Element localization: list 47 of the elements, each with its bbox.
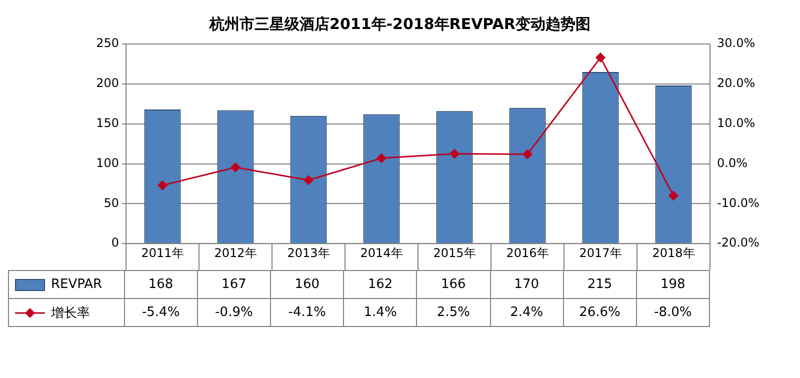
chart-title: 杭州市三星级酒店2011年-2018年REVPAR变动趋势图 [208,14,590,33]
legend-label: 增长率 [51,304,90,322]
y2-tick-label: 20.0% [717,76,756,90]
data-label: 2.4% [490,299,564,326]
data-label: 215 [564,271,637,298]
data-label: 168 [124,271,198,298]
y-tick-label: 0 [111,236,119,250]
point [376,153,386,163]
data-label: 2.5% [417,299,491,326]
data-label: -5.4% [124,299,198,326]
x-tick-label: 2015年 [433,246,476,260]
data-label: 198 [636,271,710,298]
data-label: 1.4% [344,299,418,326]
data-label: 26.6% [564,299,637,326]
point [450,149,460,159]
data-label: 170 [490,271,564,298]
data-label: -8.0% [636,299,710,326]
y2-tick-label: -20.0% [717,236,760,250]
y2-tick-label: 30.0% [717,36,756,50]
data-label: -4.1% [271,299,344,326]
y-tick-label: 250 [96,36,119,50]
point [522,149,532,159]
point [668,190,678,200]
point [596,52,606,62]
y2-tick-label: 0.0% [717,156,748,170]
x-tick-label: 2017年 [579,246,622,260]
y-tick-label: 150 [96,116,119,130]
x-tick-label: 2012年 [214,246,257,260]
y-tick-label: 100 [96,156,119,170]
x-tick-label: 2018年 [652,246,695,260]
y-tick-label: 200 [96,76,119,90]
data-label: 166 [417,271,491,298]
point [230,162,240,172]
x-tick-label: 2011年 [141,246,184,260]
x-tick-label: 2014年 [360,246,403,260]
data-label: -0.9% [198,299,272,326]
y2-tick-label: -10.0% [717,196,760,210]
x-tick-label: 2013年 [287,246,330,260]
data-label: 162 [344,271,418,298]
point [304,175,314,185]
legend-label: REVPAR [51,277,102,292]
y-tick-label: 50 [104,196,119,210]
point [158,180,168,190]
data-label: 160 [271,271,344,298]
y2-tick-label: 10.0% [717,116,756,130]
data-label: 167 [198,271,272,298]
x-tick-label: 2016年 [506,246,549,260]
